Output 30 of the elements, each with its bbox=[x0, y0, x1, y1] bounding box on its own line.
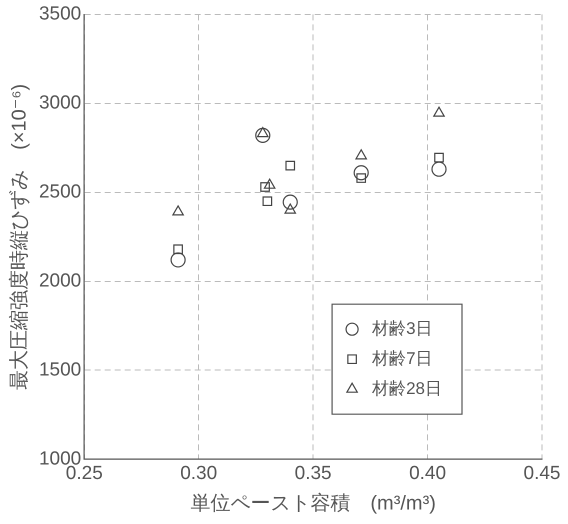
point bbox=[285, 160, 296, 170]
x-tick-label: 0.45 bbox=[524, 462, 560, 484]
point bbox=[172, 205, 184, 216]
y-tick-label: 3000 bbox=[38, 92, 82, 114]
point bbox=[355, 149, 367, 160]
point bbox=[255, 128, 270, 143]
y-tick-label: 2500 bbox=[38, 182, 82, 203]
x-tick-label: 0.35 bbox=[294, 462, 332, 484]
y-tick-label: 1500 bbox=[38, 359, 82, 380]
point bbox=[433, 106, 445, 117]
y-tick-label: 2000 bbox=[38, 270, 82, 292]
y-tick-label: 3500 bbox=[38, 4, 82, 25]
point bbox=[256, 127, 269, 138]
point bbox=[282, 194, 298, 210]
x-tick-label: 0.30 bbox=[180, 462, 218, 484]
point bbox=[284, 204, 296, 214]
x-axis-title: 単位ペースト容積 (m³/m³) bbox=[190, 492, 436, 515]
legend-label: 材齢3日 bbox=[371, 318, 433, 338]
point bbox=[173, 244, 183, 254]
legend-label: 材齢28日 bbox=[371, 378, 442, 398]
point bbox=[434, 152, 444, 162]
point bbox=[260, 182, 270, 192]
point bbox=[354, 165, 369, 180]
y-axis-title: 最大圧縮強度時縦ひずみ (×10⁻⁶) bbox=[8, 84, 31, 390]
point bbox=[264, 178, 276, 189]
point bbox=[262, 196, 272, 206]
point bbox=[431, 162, 447, 177]
legend-label: 材齢7日 bbox=[371, 348, 433, 368]
x-tick-label: 0.40 bbox=[409, 462, 446, 484]
point bbox=[170, 252, 186, 268]
